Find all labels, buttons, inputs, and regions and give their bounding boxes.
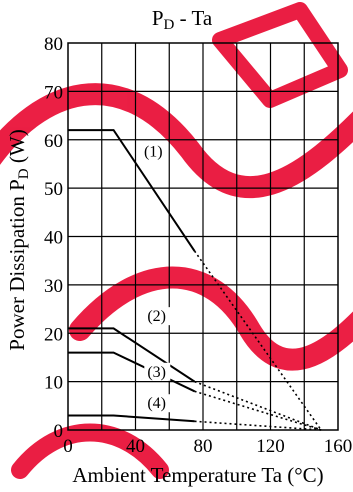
watermark — [0, 2, 353, 479]
series-label-4: (4) — [147, 395, 166, 412]
x-tick-label: 0 — [63, 436, 73, 457]
y-tick-label: 80 — [44, 34, 63, 55]
x-tick-label: 160 — [324, 436, 353, 457]
chart-title-rest: - Ta — [174, 6, 212, 30]
series-labels: (1) (2) (3) (4) — [140, 142, 171, 413]
series-label-background — [144, 362, 171, 381]
y-tick-label: 40 — [44, 228, 63, 249]
series-line-4 — [68, 414, 195, 423]
series-label-background — [144, 394, 171, 413]
y-tick-label: 0 — [54, 421, 64, 442]
series-derating-line-2 — [194, 380, 322, 431]
chart-title: PD - Ta — [152, 6, 213, 33]
y-tick-label: 30 — [44, 276, 63, 297]
series-label-2: (2) — [147, 308, 166, 325]
series-line-3 — [68, 351, 195, 393]
y-tick-label: 70 — [44, 82, 63, 103]
x-axis-ticks: 0 40 80 120 160 — [63, 436, 352, 457]
x-tick-label: 120 — [256, 436, 285, 457]
series-derating-line-4 — [194, 420, 322, 431]
series-label-background — [140, 142, 167, 161]
plot-frame — [67, 42, 339, 431]
x-tick-label: 80 — [194, 436, 213, 457]
series-derating-line-3 — [194, 390, 322, 431]
y-axis-title-sub: D — [16, 168, 32, 179]
series-label-1: (1) — [144, 144, 163, 161]
series-label-background — [144, 307, 171, 326]
series-label-3: (3) — [147, 364, 166, 381]
series-line-1 — [68, 129, 196, 252]
y-axis-title-main: Power Dissipation P — [5, 179, 29, 351]
chart-title-sub: D — [164, 17, 175, 33]
x-axis-title: Ambient Temperature Ta (°C) — [72, 463, 323, 487]
y-axis-title: Power Dissipation PD (W) — [5, 129, 32, 350]
y-axis-ticks: 0 10 20 30 40 50 60 70 80 — [44, 34, 63, 442]
y-tick-label: 20 — [44, 324, 63, 345]
grid — [68, 43, 338, 430]
series-derating-line-1 — [193, 250, 322, 431]
y-axis-title-rest: (W) — [5, 129, 29, 168]
y-tick-label: 10 — [44, 373, 63, 394]
y-tick-label: 50 — [44, 179, 63, 200]
y-tick-label: 60 — [44, 131, 63, 152]
x-tick-label: 40 — [126, 436, 145, 457]
chart-title-main: P — [152, 6, 164, 30]
